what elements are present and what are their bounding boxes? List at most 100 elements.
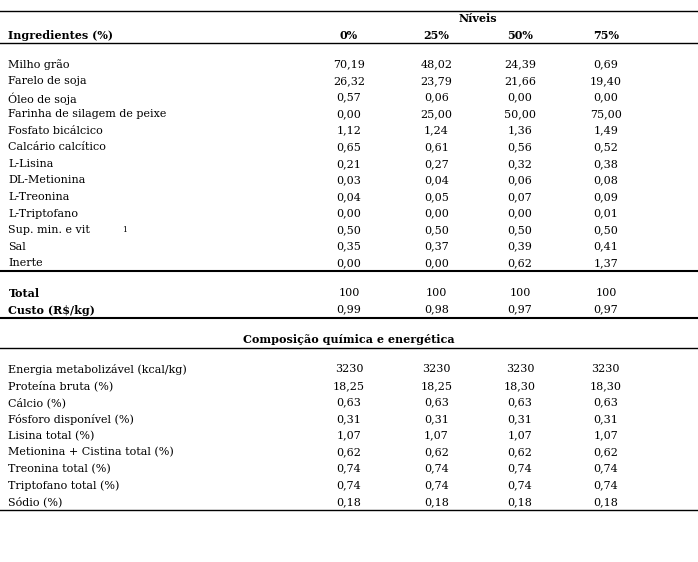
Text: 0,00: 0,00 bbox=[336, 109, 362, 119]
Text: DL-Metionina: DL-Metionina bbox=[8, 175, 86, 185]
Text: Fosfato bicálcico: Fosfato bicálcico bbox=[8, 125, 103, 135]
Text: 0,62: 0,62 bbox=[336, 447, 362, 457]
Text: 0,31: 0,31 bbox=[593, 414, 618, 424]
Text: 0,04: 0,04 bbox=[336, 192, 362, 202]
Text: 0,74: 0,74 bbox=[507, 464, 533, 474]
Text: Sódio (%): Sódio (%) bbox=[8, 497, 63, 507]
Text: 0,74: 0,74 bbox=[507, 480, 533, 490]
Text: Proteína bruta (%): Proteína bruta (%) bbox=[8, 380, 114, 392]
Text: 0,04: 0,04 bbox=[424, 175, 449, 185]
Text: Total: Total bbox=[8, 288, 40, 299]
Text: 0,35: 0,35 bbox=[336, 242, 362, 252]
Text: Sal: Sal bbox=[8, 242, 26, 252]
Text: 0,63: 0,63 bbox=[424, 397, 449, 407]
Text: 18,25: 18,25 bbox=[333, 380, 365, 391]
Text: 0,00: 0,00 bbox=[336, 258, 362, 268]
Text: 0,18: 0,18 bbox=[424, 497, 449, 507]
Text: 100: 100 bbox=[426, 288, 447, 298]
Text: 100: 100 bbox=[510, 288, 530, 298]
Text: 0,39: 0,39 bbox=[507, 242, 533, 252]
Text: Ingredientes (%): Ingredientes (%) bbox=[8, 29, 113, 40]
Text: 0,99: 0,99 bbox=[336, 305, 362, 315]
Text: 0,07: 0,07 bbox=[507, 192, 533, 202]
Text: 3230: 3230 bbox=[592, 364, 620, 374]
Text: 100: 100 bbox=[595, 288, 616, 298]
Text: 0,63: 0,63 bbox=[593, 397, 618, 407]
Text: 0,09: 0,09 bbox=[593, 192, 618, 202]
Text: Farelo de soja: Farelo de soja bbox=[8, 76, 87, 86]
Text: 18,25: 18,25 bbox=[420, 380, 452, 391]
Text: 0,32: 0,32 bbox=[507, 158, 533, 169]
Text: Treonina total (%): Treonina total (%) bbox=[8, 464, 111, 474]
Text: 50%: 50% bbox=[507, 29, 533, 40]
Text: 0,01: 0,01 bbox=[593, 209, 618, 219]
Text: 0,74: 0,74 bbox=[593, 480, 618, 490]
Text: 0,65: 0,65 bbox=[336, 142, 362, 152]
Text: 24,39: 24,39 bbox=[504, 59, 536, 69]
Text: 0,62: 0,62 bbox=[507, 447, 533, 457]
Text: 70,19: 70,19 bbox=[333, 59, 365, 69]
Text: 0,00: 0,00 bbox=[507, 92, 533, 102]
Text: 1,07: 1,07 bbox=[336, 430, 362, 441]
Text: 23,79: 23,79 bbox=[420, 76, 452, 86]
Text: 19,40: 19,40 bbox=[590, 76, 622, 86]
Text: 0,38: 0,38 bbox=[593, 158, 618, 169]
Text: 3230: 3230 bbox=[335, 364, 363, 374]
Text: 0,57: 0,57 bbox=[336, 92, 362, 102]
Text: 0,06: 0,06 bbox=[507, 175, 533, 185]
Text: 0,50: 0,50 bbox=[424, 225, 449, 235]
Text: 1: 1 bbox=[122, 226, 127, 234]
Text: 0,03: 0,03 bbox=[336, 175, 362, 185]
Text: 0,62: 0,62 bbox=[507, 258, 533, 268]
Text: 0,61: 0,61 bbox=[424, 142, 449, 152]
Text: 18,30: 18,30 bbox=[590, 380, 622, 391]
Text: Triptofano total (%): Triptofano total (%) bbox=[8, 480, 120, 491]
Text: Fósforo disponível (%): Fósforo disponível (%) bbox=[8, 414, 134, 425]
Text: 0,63: 0,63 bbox=[507, 397, 533, 407]
Text: 0,74: 0,74 bbox=[593, 464, 618, 474]
Text: 0,31: 0,31 bbox=[424, 414, 449, 424]
Text: 1,24: 1,24 bbox=[424, 125, 449, 135]
Text: 0,00: 0,00 bbox=[424, 258, 449, 268]
Text: 0,00: 0,00 bbox=[336, 209, 362, 219]
Text: Metionina + Cistina total (%): Metionina + Cistina total (%) bbox=[8, 447, 174, 457]
Text: 0,52: 0,52 bbox=[593, 142, 618, 152]
Text: 0,27: 0,27 bbox=[424, 158, 449, 169]
Text: 0,00: 0,00 bbox=[593, 92, 618, 102]
Text: 1,37: 1,37 bbox=[593, 258, 618, 268]
Text: 0,31: 0,31 bbox=[336, 414, 362, 424]
Text: 0,18: 0,18 bbox=[336, 497, 362, 507]
Text: 0,69: 0,69 bbox=[593, 59, 618, 69]
Text: 75%: 75% bbox=[593, 29, 619, 40]
Text: 1,07: 1,07 bbox=[424, 430, 449, 441]
Text: 3230: 3230 bbox=[506, 364, 534, 374]
Text: 0,08: 0,08 bbox=[593, 175, 618, 185]
Text: 0,63: 0,63 bbox=[336, 397, 362, 407]
Text: 0,41: 0,41 bbox=[593, 242, 618, 252]
Text: 25%: 25% bbox=[423, 29, 450, 40]
Text: 0,21: 0,21 bbox=[336, 158, 362, 169]
Text: Sup. min. e vit: Sup. min. e vit bbox=[8, 225, 90, 235]
Text: 0,74: 0,74 bbox=[424, 464, 449, 474]
Text: Inerte: Inerte bbox=[8, 258, 43, 268]
Text: 1,49: 1,49 bbox=[593, 125, 618, 135]
Text: 75,00: 75,00 bbox=[590, 109, 622, 119]
Text: 3230: 3230 bbox=[422, 364, 450, 374]
Text: 0,00: 0,00 bbox=[424, 209, 449, 219]
Text: 21,66: 21,66 bbox=[504, 76, 536, 86]
Text: 0%: 0% bbox=[340, 29, 358, 40]
Text: Farinha de silagem de peixe: Farinha de silagem de peixe bbox=[8, 109, 167, 119]
Text: 0,74: 0,74 bbox=[336, 464, 362, 474]
Text: 50,00: 50,00 bbox=[504, 109, 536, 119]
Text: Calcário calcítico: Calcário calcítico bbox=[8, 142, 106, 152]
Text: Custo (R$/kg): Custo (R$/kg) bbox=[8, 305, 95, 316]
Text: Lisina total (%): Lisina total (%) bbox=[8, 430, 95, 441]
Text: 1,36: 1,36 bbox=[507, 125, 533, 135]
Text: 0,18: 0,18 bbox=[593, 497, 618, 507]
Text: Cálcio (%): Cálcio (%) bbox=[8, 397, 66, 408]
Text: 0,98: 0,98 bbox=[424, 305, 449, 315]
Text: 26,32: 26,32 bbox=[333, 76, 365, 86]
Text: 0,50: 0,50 bbox=[507, 225, 533, 235]
Text: 0,06: 0,06 bbox=[424, 92, 449, 102]
Text: Composição química e energética: Composição química e energética bbox=[243, 334, 455, 346]
